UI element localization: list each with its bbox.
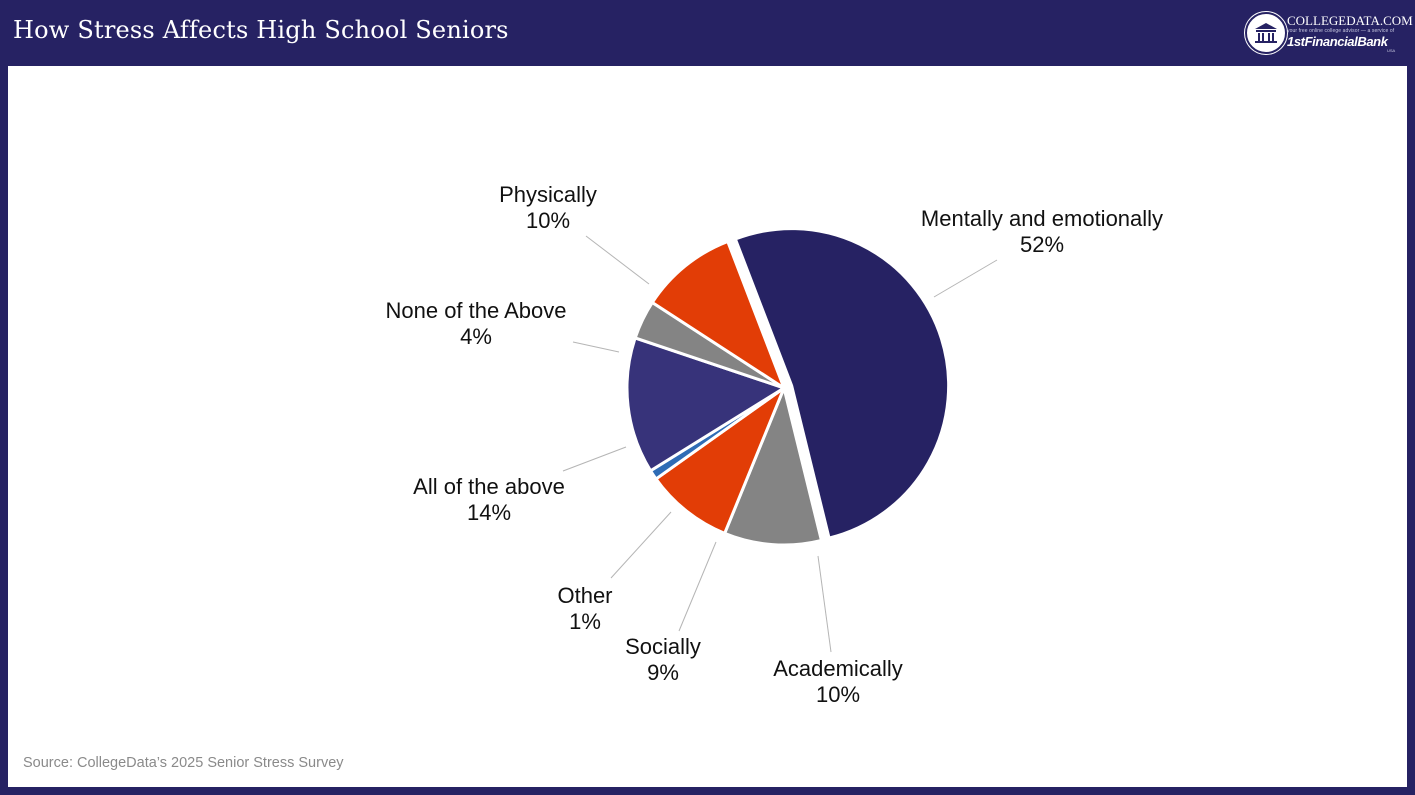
pie-slice-all-of-the-above[interactable] [625,336,786,473]
pie-slice-socially[interactable] [654,386,786,535]
logo-name: COLLEGEDATA.COM [1287,13,1413,28]
leader-line [817,555,832,653]
slice-label: Socially [625,634,701,659]
slice-label: Physically [499,182,597,207]
slice-value-label: 4% [460,324,492,349]
slice-value-label: 9% [647,660,679,685]
header-bar: How Stress Affects High School Seniors C… [0,0,1415,66]
logo-bank-suffix: USA [1387,48,1396,53]
leader-line [562,446,627,472]
building-icon [1245,12,1287,54]
slice-label: Mentally and emotionally [921,206,1163,231]
slice-value-label: 10% [816,682,860,707]
page-title: How Stress Affects High School Seniors [13,16,509,44]
slice-value-label: 10% [526,208,570,233]
leader-line [585,235,650,285]
leader-line [610,511,672,579]
pie-slice-mentally-and-emotionally[interactable] [733,227,951,540]
leader-line [678,541,717,632]
slice-value-label: 1% [569,609,601,634]
slice-label: None of the Above [385,298,566,323]
slice-value-label: 52% [1020,232,1064,257]
pie-slice-academically[interactable] [723,386,823,547]
slice-label: Academically [773,656,903,681]
source-note: Source: CollegeData’s 2025 Senior Stress… [23,755,344,771]
leader-line [572,341,620,353]
slice-label: All of the above [413,474,565,499]
slice-value-label: 14% [467,500,511,525]
pie-slice-physically[interactable] [650,239,786,390]
chart-panel: Mentally and emotionally 52% Academically 1… [8,66,1407,787]
logo-bank: 1stFinancialBank [1287,34,1388,49]
leader-line [933,259,998,298]
collegedata-logo[interactable]: COLLEGEDATA.COM your free online college… [1245,12,1413,56]
logo-tagline: your free online college advisor — a ser… [1287,28,1395,34]
pie-chart: Mentally and emotionally52%Academically1… [385,182,1163,707]
slice-label: Other [557,583,612,608]
